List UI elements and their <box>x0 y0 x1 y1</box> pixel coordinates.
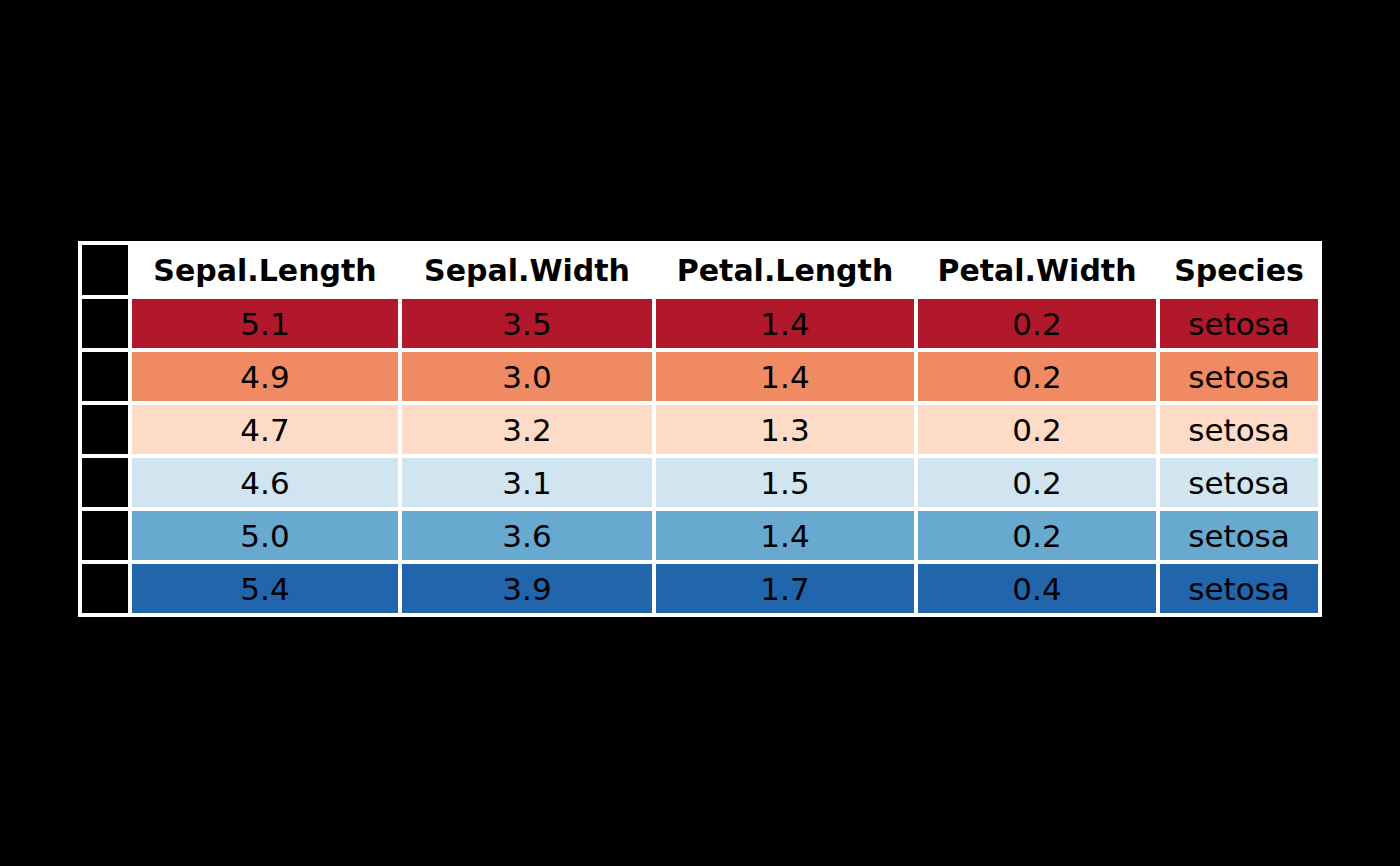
table-row: 5.43.91.70.4setosa <box>82 564 1318 613</box>
iris-table: Sepal.LengthSepal.WidthPetal.LengthPetal… <box>78 241 1322 617</box>
table-cell: 4.6 <box>132 458 398 507</box>
table-cell: 5.1 <box>132 299 398 348</box>
table-row: 4.93.01.40.2setosa <box>82 352 1318 401</box>
table-cell: 3.5 <box>402 299 652 348</box>
table-cell: setosa <box>1160 511 1318 560</box>
table-cell: 0.2 <box>918 299 1156 348</box>
table-cell: setosa <box>1160 299 1318 348</box>
row-label-cell <box>82 511 128 560</box>
row-label-cell <box>82 352 128 401</box>
table-cell: 1.5 <box>656 458 914 507</box>
table-row: 5.03.61.40.2setosa <box>82 511 1318 560</box>
table-cell: 3.9 <box>402 564 652 613</box>
table-cell: 1.4 <box>656 352 914 401</box>
table-row: 5.13.51.40.2setosa <box>82 299 1318 348</box>
table-cell: 4.7 <box>132 405 398 454</box>
table-cell: setosa <box>1160 564 1318 613</box>
table-cell: 0.2 <box>918 511 1156 560</box>
table-cell: 1.3 <box>656 405 914 454</box>
table-cell: 3.1 <box>402 458 652 507</box>
table-cell: setosa <box>1160 405 1318 454</box>
table-cell: 0.2 <box>918 458 1156 507</box>
table-cell: 1.4 <box>656 299 914 348</box>
column-header-sepal-width: Sepal.Width <box>402 245 652 295</box>
column-header-sepal-length: Sepal.Length <box>132 245 398 295</box>
column-header-petal-width: Petal.Width <box>918 245 1156 295</box>
table-header: Sepal.LengthSepal.WidthPetal.LengthPetal… <box>82 245 1318 295</box>
table-cell: 5.4 <box>132 564 398 613</box>
header-row: Sepal.LengthSepal.WidthPetal.LengthPetal… <box>82 245 1318 295</box>
table-row: 4.63.11.50.2setosa <box>82 458 1318 507</box>
table-row: 4.73.21.30.2setosa <box>82 405 1318 454</box>
table-cell: 3.6 <box>402 511 652 560</box>
column-header-species: Species <box>1160 245 1318 295</box>
table-cell: 5.0 <box>132 511 398 560</box>
corner-cell <box>82 245 128 295</box>
table-cell: 0.2 <box>918 352 1156 401</box>
table-cell: 4.9 <box>132 352 398 401</box>
row-label-cell <box>82 299 128 348</box>
table-cell: 0.4 <box>918 564 1156 613</box>
table-cell: 0.2 <box>918 405 1156 454</box>
table-cell: 3.0 <box>402 352 652 401</box>
table-cell: 1.7 <box>656 564 914 613</box>
table-cell: setosa <box>1160 458 1318 507</box>
table-cell: 3.2 <box>402 405 652 454</box>
table-cell: 1.4 <box>656 511 914 560</box>
row-label-cell <box>82 405 128 454</box>
row-label-cell <box>82 564 128 613</box>
table-cell: setosa <box>1160 352 1318 401</box>
page-background: Sepal.LengthSepal.WidthPetal.LengthPetal… <box>0 0 1400 866</box>
table-body: 5.13.51.40.2setosa4.93.01.40.2setosa4.73… <box>82 299 1318 613</box>
row-label-cell <box>82 458 128 507</box>
column-header-petal-length: Petal.Length <box>656 245 914 295</box>
